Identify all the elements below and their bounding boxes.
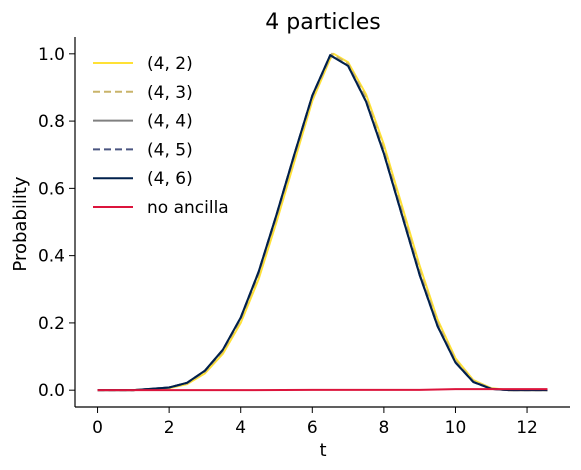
y-tick-label: 0.8 [38,112,65,132]
y-ticks: 0.0 0.2 0.4 0.6 0.8 1.0 [38,45,75,401]
y-tick-label: 0.4 [38,247,65,267]
y-axis-label: Probability [10,176,31,271]
chart-title: 4 particles [265,10,380,35]
x-tick-label: 0 [92,418,103,438]
legend-label: (4, 3) [147,83,193,103]
x-tick-label: 12 [516,418,538,438]
y-tick-label: 1.0 [38,45,65,65]
legend-label: (4, 6) [147,169,193,189]
legend-label: (4, 4) [147,112,193,132]
series-line-5 [97,54,548,392]
series-line-1 [97,52,548,392]
series-line-3 [97,54,548,392]
y-tick-label: 0.0 [38,381,65,401]
plot-area [97,52,548,392]
series-line-2 [97,52,548,392]
x-tick-label: 2 [164,418,175,438]
legend-label: no ancilla [147,198,229,218]
series-line-6 [97,388,548,392]
y-tick-label: 0.2 [38,314,65,334]
series-line-4 [97,54,548,392]
y-tick-label: 0.6 [38,179,65,199]
x-axis-label: t [319,440,326,461]
x-tick-label: 4 [235,418,246,438]
x-ticks: 0 2 4 6 8 10 12 [92,407,538,438]
x-tick-label: 6 [307,418,318,438]
x-tick-label: 8 [378,418,389,438]
x-tick-label: 10 [445,418,467,438]
legend-label: (4, 5) [147,140,193,160]
legend: (4, 2) (4, 3) (4, 4) (4, 5) (4, 6) no ancilla [93,54,229,218]
legend-label: (4, 2) [147,54,193,74]
